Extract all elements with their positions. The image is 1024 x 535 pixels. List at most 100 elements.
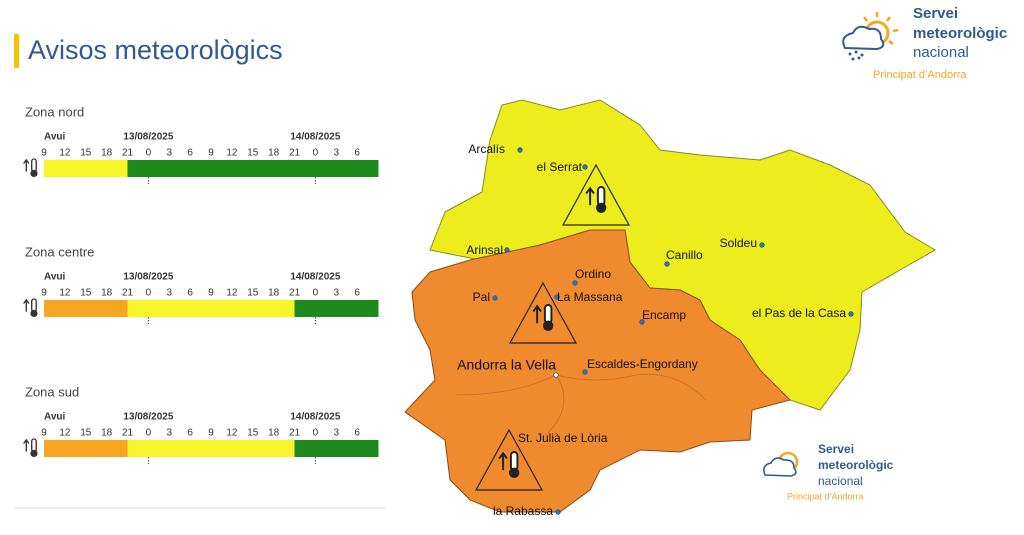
warning-slot — [357, 440, 379, 457]
town-label: Arinsal — [466, 243, 503, 257]
town-dot — [848, 311, 854, 317]
hour-label: 15 — [247, 428, 259, 439]
zone-name: Zona sud — [25, 384, 79, 399]
thermometer-bulb — [542, 320, 554, 331]
hour-label: 12 — [59, 428, 71, 439]
hour-label: 9 — [41, 428, 47, 439]
hour-label: 15 — [80, 288, 92, 299]
town-label: la Rabassa — [493, 504, 553, 518]
warning-slot — [127, 300, 149, 317]
thermometer-arrowhead — [498, 451, 508, 460]
hour-label: 3 — [166, 428, 172, 439]
thermometer-tube — [596, 186, 606, 207]
thermometer-arrowhead — [585, 186, 595, 195]
thermometer-tube — [31, 158, 37, 173]
title-accent — [14, 34, 19, 68]
thermometer-icon — [532, 304, 554, 331]
map: Arcalís el Serrat Arinsal Canillo Soldeu el P… — [404, 99, 936, 518]
hour-label: 21 — [122, 428, 134, 439]
warning-slot — [190, 440, 212, 457]
warning-slot — [273, 160, 295, 177]
warning-slot — [127, 440, 149, 457]
warning-slot — [169, 300, 191, 317]
warning-slot — [64, 300, 87, 317]
town-dot — [639, 319, 645, 325]
warning-slot — [231, 160, 254, 177]
hour-label: 6 — [354, 428, 360, 439]
warning-slot — [336, 440, 358, 457]
thermometer-arrowhead — [23, 158, 30, 164]
town-dot — [504, 247, 510, 253]
map-logo-line: meteorològic — [818, 458, 894, 472]
hour-label: 21 — [289, 428, 301, 439]
logo-subtitle: Principat d’Andorra — [873, 69, 967, 81]
thermometer-arrowhead — [23, 298, 30, 304]
thermometer-tube — [31, 438, 37, 453]
hour-label: 0 — [146, 288, 152, 299]
map-logo-line: Servei — [818, 442, 854, 456]
day-label: 13/08/2025 — [123, 272, 173, 283]
warning-slot — [169, 160, 191, 177]
warning-slot — [273, 440, 295, 457]
logo: Servei meteorològic nacional Principat d… — [842, 5, 1007, 81]
hour-label: 15 — [80, 428, 92, 439]
warning-slot — [211, 160, 233, 177]
day-label: 14/08/2025 — [290, 272, 340, 283]
town-label: La Massana — [557, 290, 623, 304]
hour-label: 3 — [333, 428, 339, 439]
town-label: Andorra la Vella — [457, 357, 556, 373]
town-dot — [553, 372, 559, 378]
hour-label: 12 — [59, 288, 71, 299]
day-label: 13/08/2025 — [123, 412, 173, 423]
warning-slot — [44, 160, 66, 177]
thermometer-bulb — [508, 467, 520, 478]
warning-triangle — [474, 428, 544, 491]
hour-label: 21 — [122, 288, 134, 299]
warning-slot — [211, 440, 233, 457]
hour-label: 12 — [226, 428, 238, 439]
zone-name: Zona nord — [25, 104, 84, 119]
town-label: Ordino — [575, 267, 611, 281]
warning-slot — [357, 300, 379, 317]
hour-label: 12 — [226, 288, 238, 299]
warning-slot — [252, 160, 275, 177]
warning-slot — [148, 300, 170, 317]
town-label: Escaldes-Engordany — [587, 357, 698, 371]
map-logo-subtitle: Principat d’Andorra — [787, 491, 864, 501]
day-label: 13/08/2025 — [123, 132, 173, 143]
town-dot — [759, 242, 765, 248]
day-label: 14/08/2025 — [290, 412, 340, 423]
zone-name: Zona centre — [25, 244, 94, 259]
hour-label: 3 — [166, 288, 172, 299]
hour-label: 6 — [187, 428, 193, 439]
town-label: Canillo — [666, 248, 703, 262]
warning-slot — [252, 440, 275, 457]
warning-slot — [273, 300, 295, 317]
hour-label: 6 — [354, 288, 360, 299]
day-label: 14/08/2025 — [290, 132, 340, 143]
warning-slot — [357, 160, 379, 177]
thermometer-tube — [31, 298, 37, 313]
town-label: St. Julià de Lòria — [518, 431, 608, 445]
warning-slot — [127, 160, 149, 177]
warning-slot — [148, 160, 170, 177]
warning-slot — [148, 440, 170, 457]
thermometer-icon — [23, 438, 38, 457]
map-logo: Servei meteorològic nacional Principat d’An… — [757, 432, 902, 508]
hour-label: 6 — [187, 288, 193, 299]
hour-label: 9 — [41, 148, 47, 159]
warning-slot — [294, 300, 316, 317]
town-dot — [582, 369, 588, 375]
hour-label: 12 — [59, 148, 71, 159]
warning-slot — [64, 160, 87, 177]
hour-label: 18 — [101, 288, 113, 299]
thermometer-arrowhead — [532, 304, 542, 313]
logo-line: meteorològic — [913, 25, 1007, 42]
town-dot — [582, 164, 588, 170]
warning-slot — [44, 440, 66, 457]
thermometer-icon — [498, 451, 520, 478]
warning-slot — [252, 300, 275, 317]
thermometer-icon — [23, 298, 38, 317]
